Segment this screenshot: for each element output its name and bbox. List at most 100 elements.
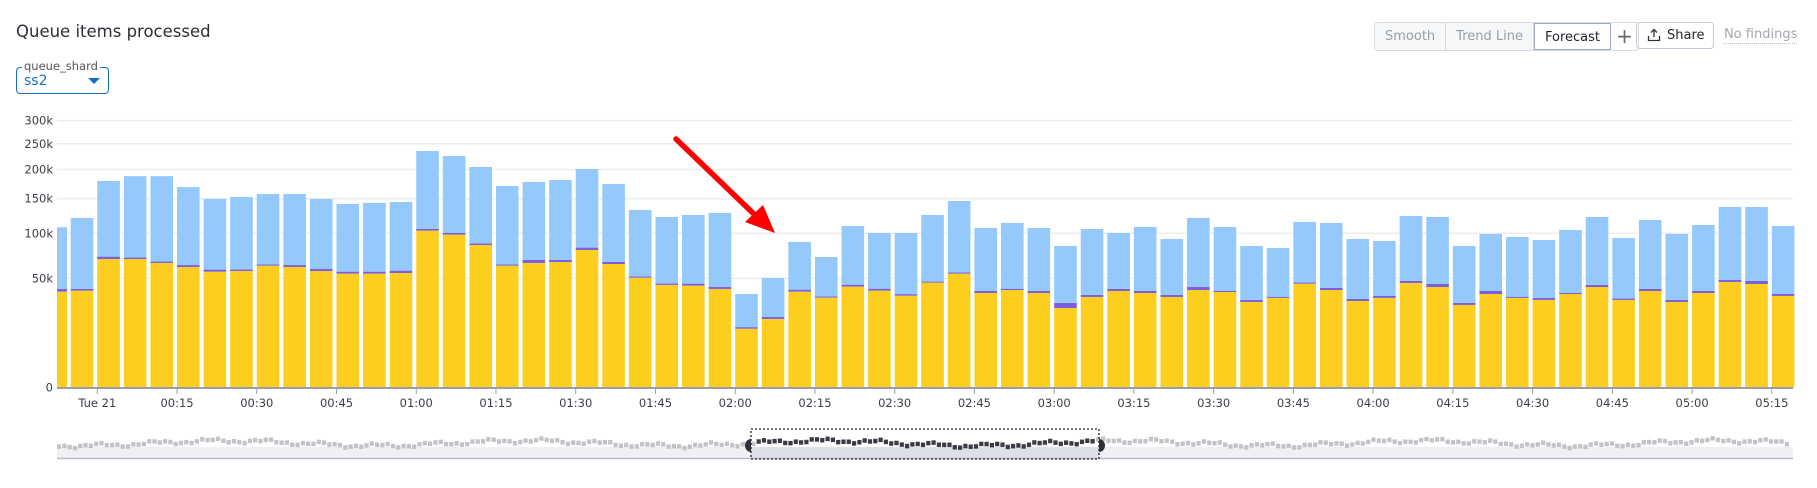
bar-02:45[interactable]: [974, 228, 998, 388]
bar-03:25[interactable]: [1187, 217, 1210, 388]
bar-01:15[interactable]: [495, 185, 519, 388]
navigator-bar: [1700, 438, 1705, 444]
bar-03:55[interactable]: [1346, 238, 1370, 388]
x-axis-ticks: Tue 21 00:15 00:30 00:45 01:00 01:15 01:30 01:4…: [77, 389, 1788, 410]
bar-01:50[interactable]: [682, 214, 705, 388]
bar-01:40[interactable]: [628, 209, 652, 388]
bar-03:35[interactable]: [1240, 245, 1263, 388]
add-option-button[interactable]: +: [1611, 23, 1638, 50]
navigator-bar: [1323, 440, 1328, 445]
bar-01:55[interactable]: [708, 212, 732, 388]
bar-03:50[interactable]: [1319, 222, 1343, 388]
purple-segment: [682, 283, 705, 286]
bar-02:20[interactable]: [841, 226, 865, 388]
bar-04:45[interactable]: [1612, 237, 1635, 388]
bar-04:30[interactable]: [1532, 239, 1556, 388]
navigator-bar: [708, 440, 714, 445]
bar-04:20[interactable]: [1479, 233, 1503, 388]
navigator-bar: [661, 442, 666, 447]
bar-01:45[interactable]: [655, 216, 679, 388]
range-navigator[interactable]: [57, 428, 1793, 460]
bar-02:15[interactable]: [814, 256, 838, 388]
bar-04:05[interactable]: [1399, 215, 1423, 388]
bar-23:55[interactable]: [70, 217, 94, 388]
smooth-button[interactable]: Smooth: [1375, 23, 1447, 50]
bar-00:45[interactable]: [336, 203, 360, 388]
bar-00:10[interactable]: [150, 176, 174, 388]
purple-segment: [1266, 296, 1290, 298]
bar-00:40[interactable]: [309, 198, 333, 388]
bar-04:55[interactable]: [1665, 233, 1689, 388]
bar-01:30[interactable]: [575, 168, 599, 388]
bar-03:10[interactable]: [1107, 232, 1130, 388]
bar-04:25[interactable]: [1506, 236, 1529, 388]
bar-03:00[interactable]: [1054, 245, 1077, 388]
bar-00:55[interactable]: [389, 201, 413, 388]
bar-00:15[interactable]: [177, 187, 200, 388]
bar-04:10[interactable]: [1426, 216, 1449, 388]
bar-02:05[interactable]: [761, 277, 785, 388]
blue-segment: [1001, 222, 1024, 289]
navigator-bar: [1525, 442, 1530, 447]
findings-link[interactable]: No findings: [1724, 27, 1798, 44]
navigator-bar: [788, 440, 793, 446]
navigator-bar: [1021, 444, 1026, 449]
bar-03:20[interactable]: [1160, 238, 1184, 388]
forecast-button[interactable]: Forecast: [1533, 23, 1611, 50]
navigator-bar: [481, 439, 486, 444]
bar-00:00[interactable]: [97, 180, 120, 388]
navigator-bar: [544, 437, 549, 443]
bar-02:30[interactable]: [894, 232, 918, 388]
bar-00:05[interactable]: [123, 176, 147, 388]
navigator-bar: [1223, 442, 1228, 447]
yellow-segment: [1133, 292, 1157, 388]
bar-02:35[interactable]: [921, 214, 944, 388]
bar-03:40[interactable]: [1266, 247, 1290, 388]
bar-23:50[interactable]: [57, 227, 67, 388]
bar-04:00[interactable]: [1373, 240, 1396, 388]
bar-02:00[interactable]: [735, 294, 758, 388]
navigator-bar: [629, 444, 634, 449]
navigator-bar: [528, 439, 533, 444]
bar-01:25[interactable]: [549, 179, 572, 388]
navigator-bar: [1382, 438, 1387, 444]
bar-03:05[interactable]: [1080, 228, 1104, 388]
bar-02:10[interactable]: [788, 241, 811, 388]
navigator-right-handle[interactable]: [1099, 439, 1105, 452]
bar-01:10[interactable]: [469, 166, 492, 388]
blue-segment: [947, 200, 971, 273]
bar-00:25[interactable]: [230, 196, 253, 388]
navigator-bar: [1397, 440, 1403, 446]
bar-04:40[interactable]: [1585, 216, 1609, 388]
bar-05:10[interactable]: [1745, 206, 1768, 388]
navigator-bar: [571, 440, 576, 445]
bar-04:35[interactable]: [1559, 229, 1582, 388]
bar-00:30[interactable]: [256, 193, 280, 388]
bar-04:50[interactable]: [1638, 219, 1662, 388]
bar-05:05[interactable]: [1718, 206, 1742, 388]
bar-00:50[interactable]: [363, 202, 386, 388]
bar-01:20[interactable]: [522, 181, 546, 388]
bar-02:50[interactable]: [1001, 222, 1024, 388]
share-button[interactable]: Share: [1636, 22, 1714, 49]
bar-02:55[interactable]: [1027, 228, 1051, 388]
bar-05:15[interactable]: [1771, 226, 1795, 388]
bar-02:40[interactable]: [947, 200, 971, 388]
bar-05:00[interactable]: [1692, 224, 1715, 388]
bar-02:25[interactable]: [868, 232, 891, 388]
bar-03:45[interactable]: [1293, 221, 1316, 388]
navigator-bar: [756, 439, 761, 444]
bar-00:20[interactable]: [203, 198, 227, 388]
queue-shard-select[interactable]: queue_shard ss2: [16, 59, 109, 94]
bar-01:35[interactable]: [602, 183, 625, 388]
bar-03:30[interactable]: [1213, 226, 1237, 388]
blue-segment: [1187, 217, 1210, 288]
bar-03:15[interactable]: [1133, 226, 1157, 388]
navigator-left-handle[interactable]: [745, 439, 751, 452]
navigator-bar: [1641, 440, 1646, 445]
bar-04:15[interactable]: [1452, 245, 1476, 388]
bar-01:00[interactable]: [416, 150, 439, 388]
bar-01:05[interactable]: [442, 155, 466, 388]
trend-line-button[interactable]: Trend Line: [1446, 23, 1534, 50]
bar-00:35[interactable]: [283, 193, 306, 388]
